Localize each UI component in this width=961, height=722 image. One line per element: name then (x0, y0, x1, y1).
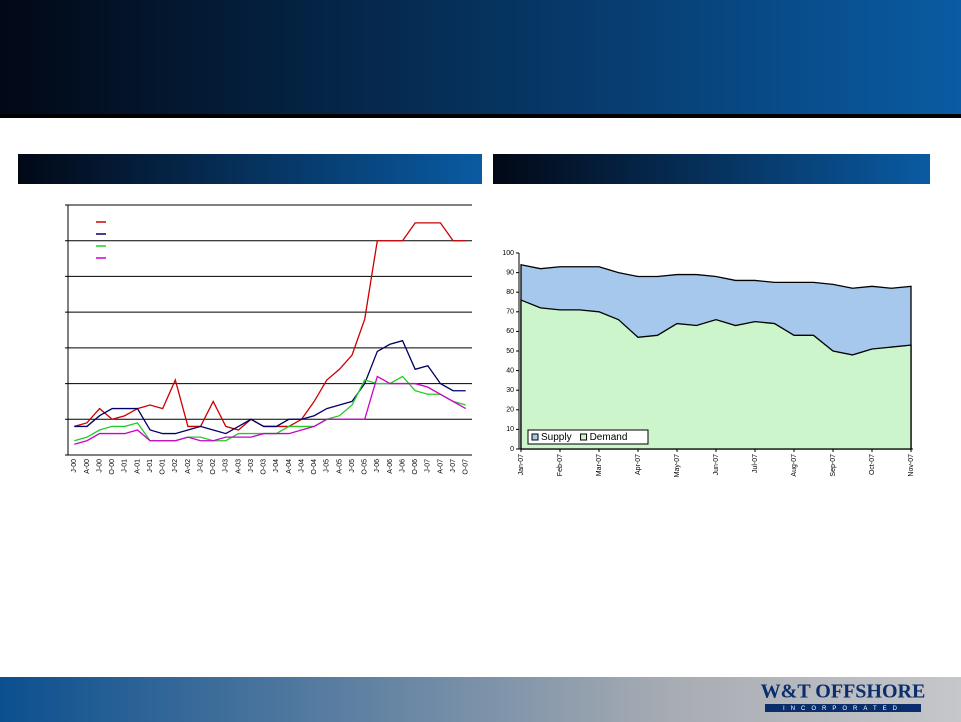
x-tick-label: Nov-07 (908, 454, 915, 477)
x-tick-label: Mar-07 (596, 454, 603, 476)
y-tick-label: 80 (506, 289, 514, 296)
y-tick-label: 100 (502, 250, 514, 257)
line-series (74, 375, 467, 445)
x-tick-label: J-06 (399, 459, 406, 473)
header-banner (0, 0, 961, 118)
x-tick-label: O-06 (412, 459, 419, 475)
x-tick-label: A-03 (235, 459, 242, 474)
x-tick-label: J-01 (147, 459, 154, 473)
y-tick-label: 20 (506, 407, 514, 414)
x-tick-label: Apr-07 (635, 454, 642, 475)
y-tick-label: 10 (506, 426, 514, 433)
x-tick-label: J-04 (273, 459, 280, 473)
x-tick-label: A-06 (387, 459, 394, 474)
x-tick-label: Aug-07 (791, 454, 798, 477)
x-tick-label: A-07 (437, 459, 444, 474)
x-tick-label: Oct-07 (869, 454, 876, 475)
x-tick-label: J-01 (122, 459, 129, 473)
x-tick-label: J-04 (298, 459, 305, 473)
y-tick-label: 30 (506, 387, 514, 394)
x-tick-label: Jul-07 (752, 454, 759, 473)
line-series (74, 222, 466, 431)
x-tick-label: A-04 (286, 459, 293, 474)
y-tick-label: 90 (506, 269, 514, 276)
x-tick-label: O-03 (261, 459, 268, 475)
x-tick-label: A-01 (134, 459, 141, 474)
x-tick-label: J-05 (349, 459, 356, 473)
logo-strip (765, 704, 921, 712)
x-tick-label: O-04 (311, 459, 318, 475)
x-tick-label: J-03 (248, 459, 255, 473)
line-series (74, 339, 466, 435)
y-tick-label: 50 (506, 348, 514, 355)
x-tick-label: O-02 (210, 459, 217, 475)
y-tick-label: 40 (506, 367, 514, 374)
legend (527, 429, 649, 445)
legend-swatch (580, 433, 588, 441)
x-tick-label: May-07 (674, 454, 681, 477)
x-tick-label: O-07 (463, 459, 470, 475)
x-tick-label: J-00 (96, 459, 103, 473)
x-tick-label: O-05 (362, 459, 369, 475)
x-tick-label: J-02 (197, 459, 204, 473)
x-tick-label: J-06 (374, 459, 381, 473)
legend-label: Demand (590, 432, 628, 443)
x-tick-label: A-05 (336, 459, 343, 474)
x-tick-label: J-07 (425, 459, 432, 473)
y-tick-label: 60 (506, 328, 514, 335)
x-tick-label: Jan-07 (518, 454, 525, 476)
legend-swatch (531, 433, 539, 441)
y-tick-label: 70 (506, 309, 514, 316)
x-tick-label: Jun-07 (713, 454, 720, 476)
x-tick-label: Sep-07 (830, 454, 837, 477)
legend-label: Supply (541, 432, 572, 443)
x-tick-label: Feb-07 (557, 454, 564, 476)
footer-bar (0, 677, 961, 722)
section-bar (493, 154, 930, 184)
x-tick-label: J-03 (223, 459, 230, 473)
x-tick-label: O-00 (109, 459, 116, 475)
area-series (520, 299, 912, 450)
x-tick-label: O-01 (160, 459, 167, 475)
x-tick-label: A-00 (84, 459, 91, 474)
logo-tagline: INCORPORATED (783, 706, 903, 712)
logo: W&T OFFSHORE (761, 681, 926, 703)
x-tick-label: J-02 (172, 459, 179, 473)
x-tick-label: A-02 (185, 459, 192, 474)
x-tick-label: J-05 (324, 459, 331, 473)
x-tick-label: J-07 (450, 459, 457, 473)
x-tick-label: J-00 (71, 459, 78, 473)
section-bar (18, 154, 482, 184)
header-rule (0, 114, 961, 118)
y-tick-label: 0 (510, 446, 514, 453)
